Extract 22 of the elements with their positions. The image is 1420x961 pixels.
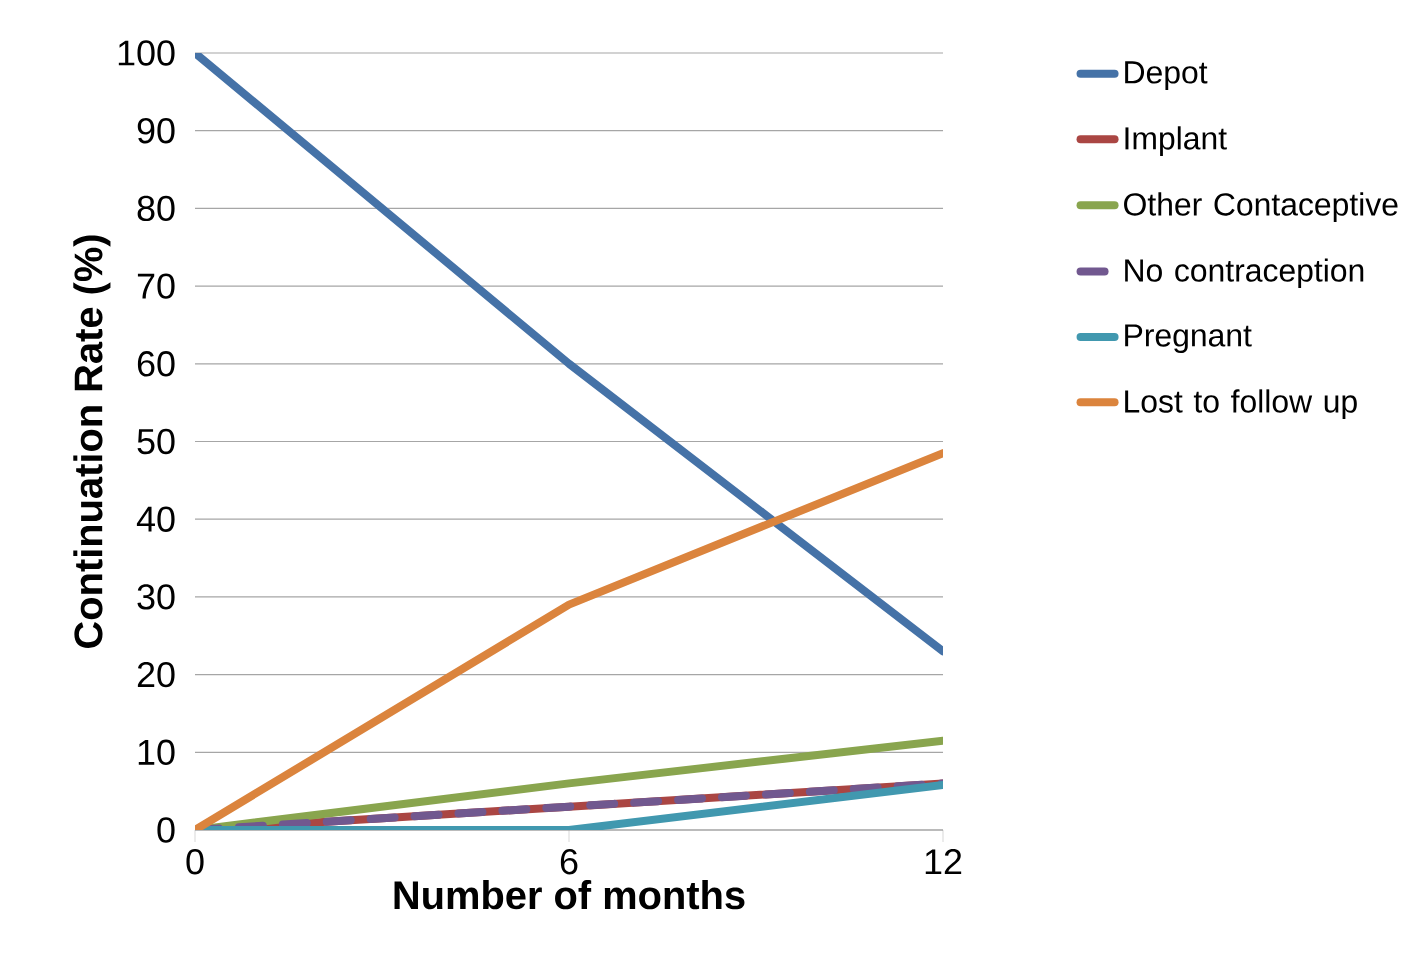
y-tick-label: 100 <box>118 40 175 66</box>
x-tick-label: 6 <box>560 849 578 875</box>
y-tick-label: 70 <box>137 273 175 299</box>
legend-label: Lost to follow up <box>1125 389 1357 420</box>
y-tick-label: 50 <box>137 428 175 455</box>
x-axis-title: Number of months <box>394 880 745 910</box>
y-tick-label: 80 <box>137 195 175 222</box>
legend-label: Depot <box>1125 61 1208 90</box>
x-tick-label: 12 <box>925 849 962 875</box>
y-axis-title: Continuation Rate (%) <box>73 235 111 648</box>
y-tick-label: 60 <box>137 351 175 377</box>
y-tick-label: 90 <box>137 117 175 144</box>
legend-label: Other Contaceptive <box>1124 192 1398 223</box>
legend-label: Pregnant <box>1125 324 1252 353</box>
y-tick-label: 0 <box>157 817 175 843</box>
y-tick-label: 40 <box>136 506 175 532</box>
x-tick-label: 0 <box>186 849 204 875</box>
legend-label: Implant <box>1125 126 1227 156</box>
legend-label: No contraception <box>1125 258 1364 289</box>
y-tick-label: 10 <box>138 739 175 765</box>
y-tick-label: 20 <box>137 661 175 688</box>
y-tick-label: 30 <box>137 584 175 610</box>
